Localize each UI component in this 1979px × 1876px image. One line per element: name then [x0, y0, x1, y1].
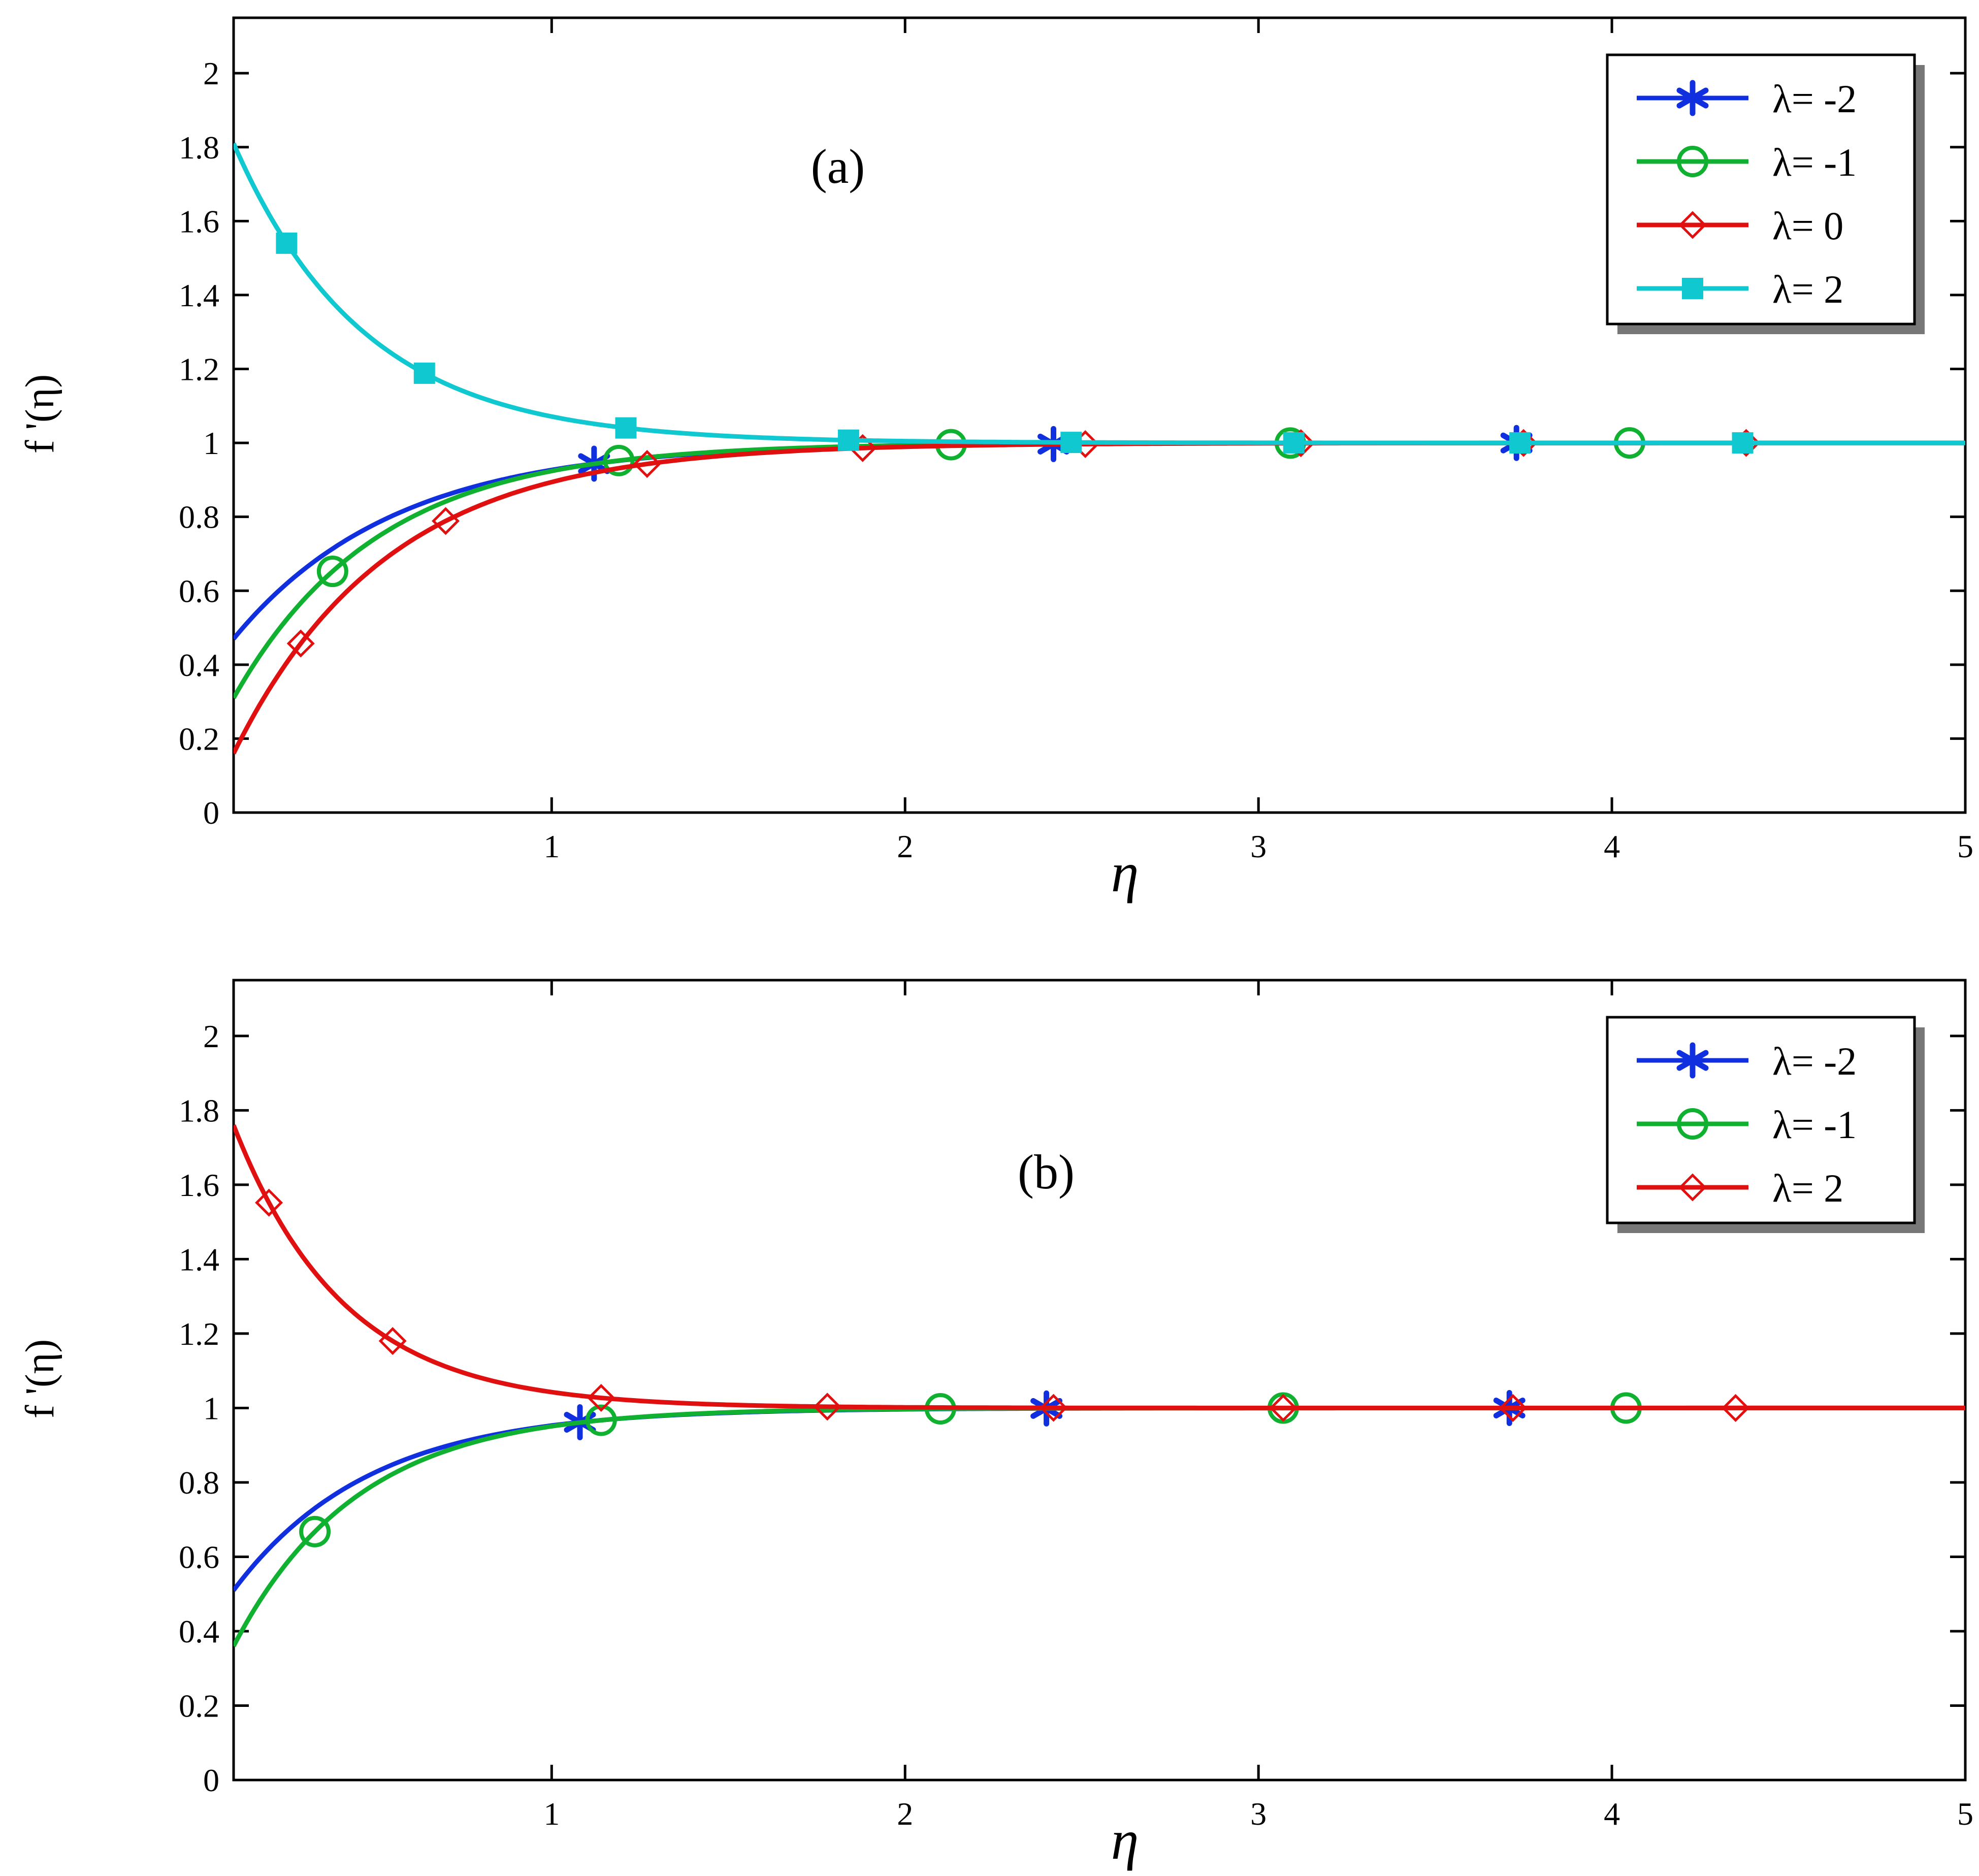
legend-item: λ= 2 — [1637, 267, 1843, 311]
data-point — [286, 629, 315, 658]
legend-item: λ= -2 — [1637, 1039, 1857, 1083]
data-point — [1499, 1394, 1527, 1422]
x-tick-label: 4 — [1604, 828, 1620, 864]
data-point — [633, 450, 661, 478]
data-point — [1039, 1394, 1068, 1422]
y-tick-label: 2 — [203, 55, 219, 91]
data-point — [316, 556, 348, 588]
legend-label: λ= -1 — [1772, 140, 1857, 184]
data-point — [1060, 432, 1082, 454]
data-point — [1283, 432, 1305, 454]
legend-marker — [1677, 146, 1708, 177]
chart-panel-a: 1 2 3 4 5 0 0.2 0.4 0.6 0.8 1 1.2 1.4 1.6 1.8 2 η f '(η) (… — [18, 16, 1973, 903]
data-point — [1732, 432, 1754, 454]
x-tick-label: 2 — [897, 828, 913, 864]
y-tick-label: 1.2 — [179, 1316, 219, 1352]
x-tick-label: 5 — [1957, 828, 1973, 864]
legend: λ= -2 λ= -1 λ= 2 — [1606, 1016, 1925, 1233]
data-point — [413, 362, 435, 384]
data-point — [255, 1188, 283, 1217]
legend-marker — [1677, 1108, 1708, 1140]
data-point — [1269, 1394, 1297, 1422]
legend-marker — [1676, 1042, 1709, 1079]
data-point — [603, 444, 635, 476]
panel-label: (a) — [811, 139, 865, 193]
y-tick-label: 1 — [203, 425, 219, 461]
legend-item: λ= -1 — [1637, 1103, 1857, 1147]
legend-label: λ= 0 — [1772, 204, 1843, 248]
y-tick-label: 0.8 — [179, 1465, 219, 1501]
x-axis-title: η — [1111, 842, 1139, 903]
y-tick-label: 0 — [203, 1762, 219, 1798]
legend-item: λ= 0 — [1637, 204, 1843, 248]
y-tick-label: 1.6 — [179, 1167, 219, 1203]
y-tick-label: 0.4 — [179, 1613, 219, 1649]
y-tick-label: 0.4 — [179, 647, 219, 683]
x-tick-label: 3 — [1250, 1796, 1267, 1832]
data-point — [587, 1383, 615, 1412]
data-point — [837, 429, 859, 451]
data-point — [813, 1393, 841, 1421]
x-tick-label: 2 — [897, 1796, 913, 1832]
data-point — [1722, 1394, 1750, 1422]
chart-panel-b: 1 2 3 4 5 0 0.2 0.4 0.6 0.8 1 1.2 1.4 1.6 1.8 2 η f '(η) (… — [18, 979, 1973, 1871]
x-tick-label: 1 — [543, 828, 560, 864]
x-tick-label: 4 — [1604, 1796, 1620, 1832]
legend-item: λ= -1 — [1637, 140, 1857, 184]
series-3 — [234, 142, 1965, 454]
legend-item: λ= -2 — [1637, 77, 1857, 121]
x-tick-label: 5 — [1957, 1796, 1973, 1832]
series-line — [234, 142, 1965, 445]
data-point — [615, 417, 637, 439]
legend-marker — [1678, 211, 1707, 239]
y-tick-label: 0.8 — [179, 499, 219, 535]
legend-marker — [1678, 1173, 1707, 1202]
x-axis-title: η — [1111, 1809, 1139, 1871]
legend: λ= -2 λ= -1 λ= 0 λ= 2 — [1606, 53, 1925, 334]
y-tick-label: 0 — [203, 795, 219, 831]
series-2 — [234, 1124, 1965, 1422]
x-tick-label: 1 — [543, 1796, 560, 1832]
panel-label: (b) — [1018, 1145, 1075, 1199]
legend-label: λ= -2 — [1772, 1039, 1857, 1083]
data-point — [378, 1327, 407, 1355]
y-tick-label: 0.6 — [179, 573, 219, 609]
x-tick-label: 3 — [1250, 828, 1267, 864]
data-point — [585, 1404, 617, 1436]
legend-label: λ= 2 — [1772, 1166, 1843, 1210]
data-point — [432, 507, 460, 535]
y-tick-label: 0.6 — [179, 1539, 219, 1575]
y-tick-label: 0.2 — [179, 721, 219, 757]
legend-marker — [1682, 278, 1703, 299]
y-tick-label: 1.4 — [179, 277, 219, 313]
legend-label: λ= 2 — [1772, 267, 1843, 311]
y-tick-label: 1.8 — [179, 1092, 219, 1128]
y-axis-title: f '(η) — [18, 1339, 62, 1418]
legend-marker — [1676, 80, 1709, 116]
y-tick-label: 1.2 — [179, 351, 219, 387]
series-line — [234, 1124, 1965, 1410]
y-axis-title: f '(η) — [18, 374, 62, 454]
y-tick-label: 1.4 — [179, 1241, 219, 1277]
legend-item: λ= 2 — [1637, 1166, 1843, 1210]
legend-label: λ= -2 — [1772, 77, 1857, 121]
legend-label: λ= -1 — [1772, 1103, 1857, 1147]
y-tick-label: 2 — [203, 1018, 219, 1054]
y-tick-label: 0.2 — [179, 1688, 219, 1724]
data-point — [1509, 432, 1531, 454]
data-point — [299, 1515, 331, 1547]
data-point — [276, 232, 298, 254]
y-tick-label: 1.6 — [179, 203, 219, 239]
y-tick-label: 1 — [203, 1390, 219, 1426]
y-tick-label: 1.8 — [179, 130, 219, 166]
